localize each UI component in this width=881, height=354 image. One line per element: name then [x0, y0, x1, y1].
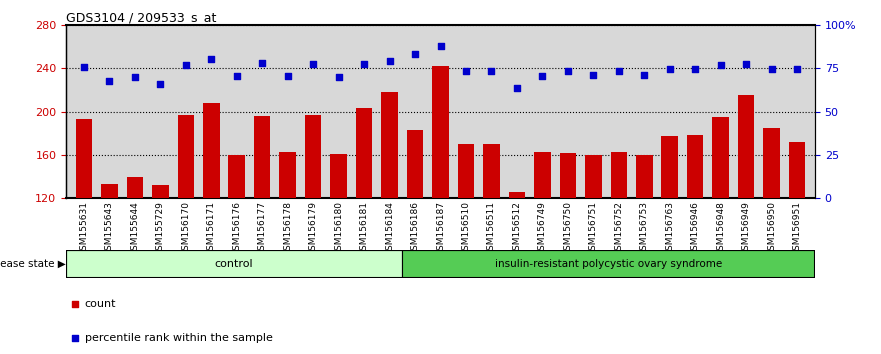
- Point: [536, 73, 550, 79]
- Point: [663, 67, 677, 72]
- Text: GSM156180: GSM156180: [334, 201, 343, 256]
- Bar: [203, 103, 219, 198]
- Bar: [101, 184, 118, 198]
- Text: GSM156179: GSM156179: [308, 201, 318, 256]
- Point: [255, 60, 270, 65]
- Point: [515, 174, 529, 180]
- Text: GSM156763: GSM156763: [665, 201, 674, 256]
- Point: [331, 74, 345, 80]
- Text: GSM156750: GSM156750: [563, 201, 573, 256]
- Bar: [458, 144, 474, 198]
- Point: [561, 69, 575, 74]
- Text: GSM156753: GSM156753: [640, 201, 648, 256]
- Point: [739, 61, 753, 67]
- Point: [281, 73, 295, 79]
- Bar: [279, 152, 296, 198]
- Point: [510, 85, 524, 91]
- Point: [586, 72, 600, 78]
- Bar: [152, 185, 168, 198]
- Bar: [433, 66, 448, 198]
- Bar: [662, 136, 678, 198]
- Bar: [402, 250, 815, 278]
- Point: [485, 69, 499, 74]
- Text: GSM156186: GSM156186: [411, 201, 419, 256]
- Bar: [177, 115, 194, 198]
- Point: [102, 78, 116, 84]
- Bar: [381, 92, 398, 198]
- Point: [179, 62, 193, 68]
- Text: GSM156749: GSM156749: [538, 201, 547, 256]
- Point: [459, 69, 473, 74]
- Text: GSM156177: GSM156177: [258, 201, 267, 256]
- Bar: [738, 95, 754, 198]
- Text: GSM156512: GSM156512: [513, 201, 522, 256]
- Text: count: count: [85, 299, 116, 309]
- Bar: [356, 108, 373, 198]
- Point: [230, 73, 244, 79]
- Text: GSM155729: GSM155729: [156, 201, 165, 256]
- Point: [637, 72, 651, 78]
- Bar: [66, 250, 402, 278]
- Point: [357, 61, 371, 67]
- Point: [153, 81, 167, 87]
- Text: GSM156170: GSM156170: [181, 201, 190, 256]
- Text: disease state ▶: disease state ▶: [0, 259, 66, 269]
- Text: GSM156171: GSM156171: [207, 201, 216, 256]
- Point: [204, 57, 218, 62]
- Bar: [76, 119, 93, 198]
- Text: GSM156187: GSM156187: [436, 201, 445, 256]
- Bar: [687, 135, 704, 198]
- Text: control: control: [215, 259, 253, 269]
- Text: percentile rank within the sample: percentile rank within the sample: [85, 333, 273, 343]
- Bar: [611, 152, 627, 198]
- Point: [128, 74, 142, 80]
- Bar: [763, 128, 780, 198]
- Bar: [585, 155, 602, 198]
- Point: [382, 58, 396, 63]
- Bar: [407, 130, 423, 198]
- Bar: [330, 154, 347, 198]
- Point: [408, 51, 422, 57]
- Point: [306, 61, 320, 67]
- Text: GSM156511: GSM156511: [487, 201, 496, 256]
- Text: GSM156752: GSM156752: [614, 201, 623, 256]
- Bar: [508, 192, 525, 198]
- Text: GSM156181: GSM156181: [359, 201, 368, 256]
- Bar: [559, 153, 576, 198]
- Text: GSM156510: GSM156510: [462, 201, 470, 256]
- Text: GSM156178: GSM156178: [283, 201, 292, 256]
- Text: GDS3104 / 209533_s_at: GDS3104 / 209533_s_at: [66, 11, 217, 24]
- Bar: [254, 116, 270, 198]
- Text: GSM156949: GSM156949: [742, 201, 751, 256]
- Text: GSM155631: GSM155631: [79, 201, 88, 256]
- Text: GSM156951: GSM156951: [793, 201, 802, 256]
- Bar: [636, 155, 653, 198]
- Point: [765, 67, 779, 72]
- Point: [433, 44, 448, 49]
- Text: GSM156950: GSM156950: [767, 201, 776, 256]
- Text: GSM156751: GSM156751: [589, 201, 598, 256]
- Bar: [788, 142, 805, 198]
- Point: [77, 64, 91, 70]
- Bar: [127, 177, 143, 198]
- Text: insulin-resistant polycystic ovary syndrome: insulin-resistant polycystic ovary syndr…: [495, 259, 722, 269]
- Text: GSM156184: GSM156184: [385, 201, 394, 256]
- Point: [688, 67, 702, 72]
- Text: GSM155643: GSM155643: [105, 201, 114, 256]
- Bar: [305, 115, 322, 198]
- Point: [714, 62, 728, 68]
- Point: [790, 67, 804, 72]
- Text: GSM156946: GSM156946: [691, 201, 700, 256]
- Text: GSM156948: GSM156948: [716, 201, 725, 256]
- Bar: [228, 155, 245, 198]
- Point: [611, 69, 626, 74]
- Bar: [713, 117, 729, 198]
- Text: GSM155644: GSM155644: [130, 201, 139, 256]
- Text: GSM156176: GSM156176: [233, 201, 241, 256]
- Bar: [534, 152, 551, 198]
- Bar: [483, 144, 500, 198]
